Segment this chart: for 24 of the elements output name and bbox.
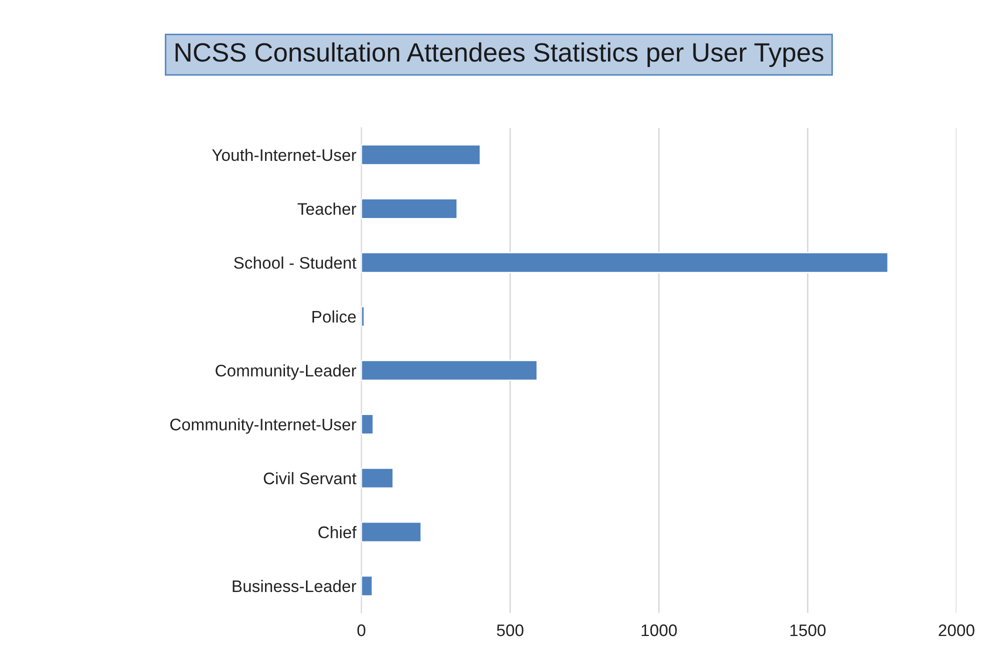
- y-tick-label: Chief: [318, 526, 357, 538]
- y-tick-label: Police: [312, 310, 356, 323]
- x-tick-label: 0: [357, 624, 366, 636]
- bar: [361, 521, 422, 543]
- x-tick-label: 1500: [790, 624, 826, 636]
- y-tick-label: Teacher: [298, 202, 356, 215]
- chart-title: NCSS Consultation Attendees Statistics per User Types: [176, 42, 824, 67]
- x-tick-label: 2000: [938, 624, 974, 636]
- y-tick-label: Civil Servant: [264, 472, 356, 484]
- bar: [361, 575, 374, 597]
- bar: [361, 467, 394, 489]
- bar: [361, 414, 374, 435]
- y-tick-label: Business-Leader: [232, 580, 356, 592]
- x-tick-label: 1000: [642, 624, 677, 636]
- y-tick-label: Community-Internet-User: [170, 418, 356, 434]
- bar: [361, 198, 458, 220]
- bar: [361, 306, 366, 328]
- y-tick-label: Youth-Internet-User: [212, 148, 356, 161]
- y-tick-label: Community-Leader: [216, 364, 356, 380]
- y-tick-label: School - Student: [234, 256, 356, 269]
- bar: [361, 252, 889, 274]
- bar: [361, 360, 538, 382]
- x-tick-label: 500: [496, 624, 524, 636]
- bar: [361, 144, 482, 166]
